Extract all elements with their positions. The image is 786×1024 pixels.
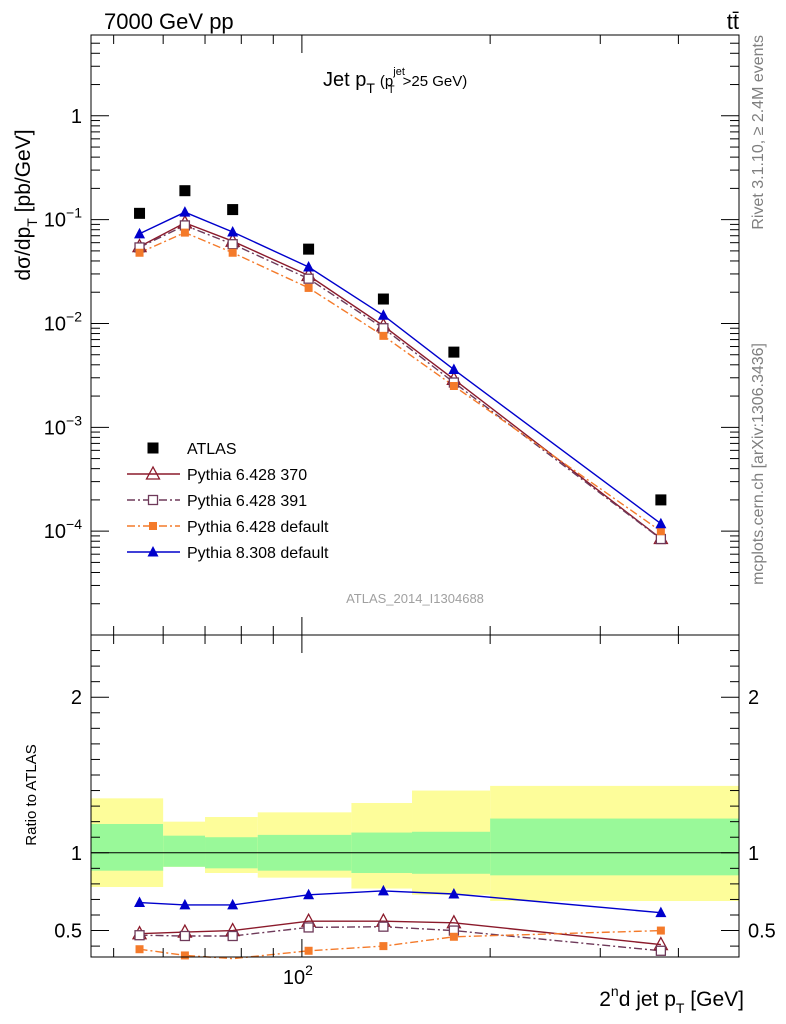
data-point-p8def: [303, 260, 315, 272]
process-label: tt̄: [727, 9, 739, 34]
ratio-line-p391: [139, 925, 661, 952]
ratio-line-p6def: [139, 929, 661, 960]
series-line-p370: [139, 222, 662, 540]
ratio-uncertainty-bands: [91, 785, 739, 901]
ratio-point-p8def: [227, 898, 239, 910]
data-point-p8def: [448, 363, 460, 375]
ratio-band-green: [91, 824, 164, 871]
energy-label: 7000 GeV pp: [104, 9, 234, 34]
ratio-series-markers: [131, 884, 669, 960]
ratio-y-tick-label: 0.5: [54, 921, 82, 943]
legend-label-p370: Pythia 6.428 370: [187, 467, 307, 484]
legend: ATLAS Pythia 6.428 370 Pythia 6.428 391 Pyt…: [127, 441, 329, 562]
ratio-point-p6def: [449, 932, 458, 941]
data-point-atlas: [227, 204, 239, 216]
ratio-y-tick-label-right: 2: [748, 687, 759, 709]
data-point-p391: [655, 533, 667, 545]
data-point-atlas: [303, 243, 315, 255]
analysis-id: ATLAS_2014_I1304688: [346, 591, 484, 606]
series-line-p391: [139, 224, 662, 540]
data-point-atlas: [448, 346, 460, 358]
data-point-p8def: [377, 309, 389, 320]
data-point-atlas: [134, 207, 146, 219]
mcplots-label: mcplots.cern.ch [arXiv:1306.3436]: [750, 343, 767, 585]
data-point-p6def: [449, 381, 458, 390]
x-axis-label: 2nd jet pT [GeV]: [599, 983, 744, 1016]
y-tick-label: 10−1: [44, 205, 82, 232]
data-point-p391: [227, 239, 238, 250]
ratio-point-p391: [179, 930, 191, 942]
ratio-band-green: [163, 835, 206, 867]
ratio-point-p6def: [656, 926, 665, 935]
ratio-point-p391: [378, 921, 389, 932]
ratio-point-p8def: [448, 888, 460, 899]
data-point-p391: [378, 323, 389, 334]
data-point-atlas: [179, 185, 191, 197]
ratio-point-p8def: [303, 888, 315, 900]
legend-label-p6def: Pythia 6.428 default: [187, 519, 329, 536]
ratio-point-p391: [227, 930, 238, 942]
series-line-p6def: [139, 231, 662, 532]
ratio-point-p6def: [379, 942, 388, 951]
y-tick-label: 1: [71, 106, 82, 128]
data-point-p8def: [655, 517, 667, 529]
ratio-point-p6def: [135, 945, 144, 954]
ratio-y-axis-label: Ratio to ATLAS: [23, 744, 40, 845]
ratio-point-p8def: [134, 896, 146, 908]
ratio-y-tick-label-right: 0.5: [748, 921, 776, 943]
legend-marker-p8def: [147, 546, 159, 557]
data-point-p6def: [180, 228, 189, 237]
legend-marker-p370: [145, 465, 161, 480]
y-tick-label: 10−4: [44, 516, 82, 543]
data-point-atlas: [377, 293, 389, 305]
ratio-point-p391: [655, 945, 667, 956]
ratio-point-p6def: [304, 946, 313, 955]
ratio-point-p391: [303, 922, 314, 933]
ratio-point-p391: [134, 930, 145, 941]
ratio-plot-frame: [90, 634, 740, 958]
main-axis-ticks: 10−4 10−3 10−2 10−1 1: [44, 34, 740, 636]
ratio-y-tick-label: 2: [71, 687, 82, 709]
rivet-label: Rivet 3.1.10, ≥ 2.4M events: [750, 35, 767, 230]
data-point-p8def: [134, 227, 146, 239]
legend-marker-p391: [147, 494, 159, 506]
ratio-band-green: [490, 818, 739, 876]
data-point-p6def: [228, 248, 237, 257]
legend-marker-p6def: [149, 522, 157, 530]
data-point-p391: [179, 220, 191, 231]
plot-title: Jet pT (pjet T >25 GeV): [323, 66, 467, 96]
ratio-point-p8def: [655, 906, 667, 918]
ratio-point-p8def: [179, 898, 191, 910]
x-tick-label: 102: [283, 962, 313, 989]
legend-label-atlas: ATLAS: [187, 441, 237, 458]
legend-marker-atlas: [147, 442, 159, 454]
ratio-y-tick-label-right: 1: [748, 843, 759, 865]
data-point-p6def: [304, 283, 313, 292]
data-point-p8def: [179, 206, 191, 217]
data-point-p6def: [656, 527, 665, 536]
ratio-point-p8def: [377, 884, 389, 896]
legend-label-p8def: Pythia 8.308 default: [187, 545, 329, 562]
data-point-p6def: [379, 331, 388, 340]
main-series-markers: [131, 185, 669, 545]
ratio-series-lines: [139, 890, 661, 960]
data-point-atlas: [655, 494, 667, 506]
ratio-y-tick-label: 1: [71, 843, 82, 865]
data-point-p6def: [135, 248, 144, 257]
legend-label-p391: Pythia 6.428 391: [187, 493, 307, 510]
y-tick-label: 10−2: [44, 308, 82, 335]
data-point-p8def: [227, 226, 239, 237]
ratio-axis-ticks: 0.5 0.5 1 1 2 2 102: [54, 635, 776, 989]
y-tick-label: 10−3: [44, 412, 82, 439]
ratio-point-p6def: [180, 951, 189, 960]
data-point-p391: [303, 273, 314, 284]
main-series-lines: [139, 211, 662, 540]
y-axis-label: dσ/dpT [pb/GeV]: [12, 129, 40, 280]
